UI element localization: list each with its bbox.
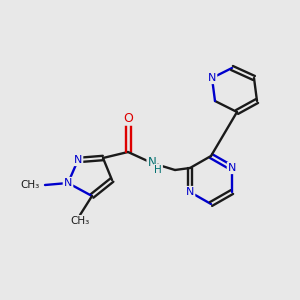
Text: N: N xyxy=(64,178,72,188)
Text: CH₃: CH₃ xyxy=(21,180,40,190)
Text: CH₃: CH₃ xyxy=(70,216,90,226)
Text: N: N xyxy=(74,155,82,165)
Text: N: N xyxy=(148,157,156,169)
Text: O: O xyxy=(123,112,133,124)
Text: N: N xyxy=(228,163,236,173)
Text: N: N xyxy=(208,73,216,83)
Text: N: N xyxy=(186,187,194,197)
Text: H: H xyxy=(154,165,162,175)
